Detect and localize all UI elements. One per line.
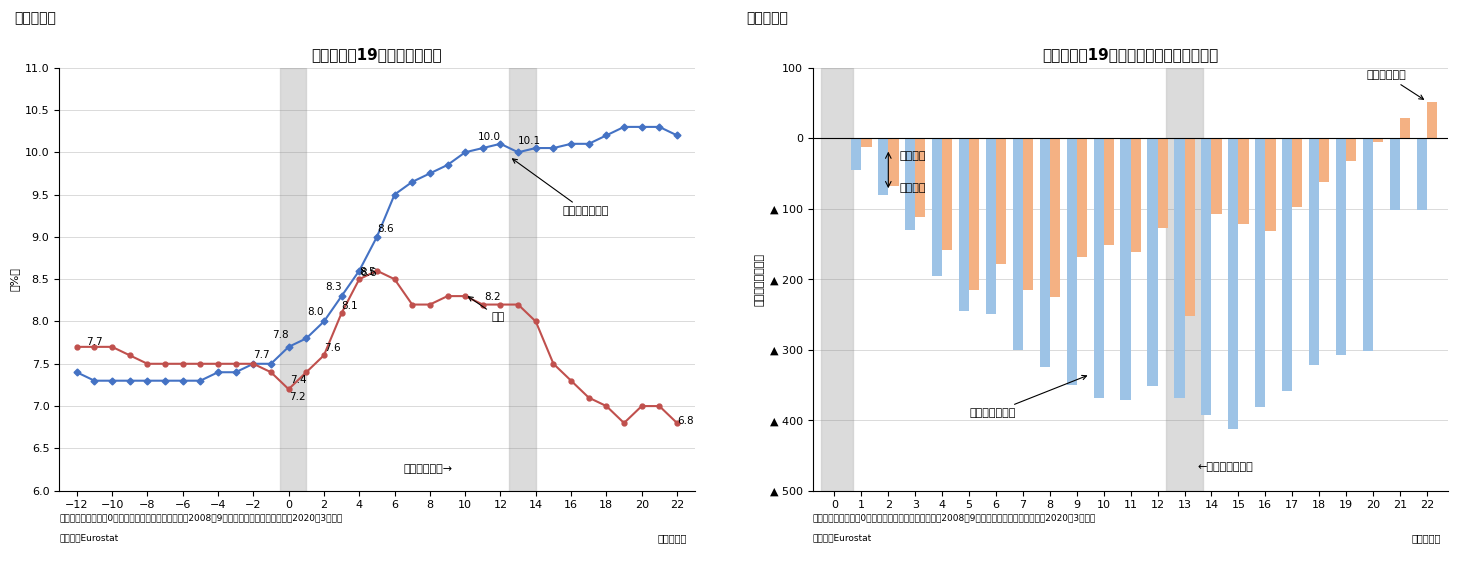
Bar	[959, 138, 970, 311]
Bar	[888, 138, 899, 186]
Text: 7.7: 7.7	[253, 350, 270, 360]
Bar	[1346, 138, 1357, 161]
Bar	[1400, 118, 1410, 138]
Bar	[986, 138, 996, 315]
Text: 7.8: 7.8	[272, 330, 288, 340]
Bar	[1120, 138, 1131, 400]
Bar	[915, 138, 925, 217]
Text: （経過月）: （経過月）	[658, 533, 687, 543]
Bar	[820, 68, 853, 491]
Bar	[970, 138, 980, 290]
Bar	[510, 68, 535, 491]
Bar	[1049, 138, 1060, 297]
Text: 8.3: 8.3	[325, 282, 341, 292]
Bar	[1094, 138, 1104, 398]
Bar	[1228, 138, 1239, 429]
Bar	[1147, 138, 1157, 386]
Bar	[933, 138, 941, 276]
Bar	[1012, 138, 1023, 350]
Bar	[1175, 138, 1184, 398]
Text: 8.5: 8.5	[359, 267, 375, 277]
Bar	[1067, 138, 1077, 385]
Text: （経過月）: （経過月）	[1411, 533, 1441, 543]
Bar	[996, 138, 1007, 264]
Text: ←　欧州債務危機: ← 欧州債務危機	[1199, 461, 1253, 472]
Bar	[862, 138, 872, 147]
Text: 7.4: 7.4	[290, 375, 306, 385]
Bar	[1310, 138, 1320, 365]
Bar	[1255, 138, 1265, 407]
Bar	[1265, 138, 1276, 231]
Text: 7.6: 7.6	[324, 343, 340, 353]
Text: （図表４）: （図表４）	[746, 11, 788, 25]
Text: 10.1: 10.1	[519, 135, 541, 146]
Bar	[1426, 102, 1437, 138]
Bar	[1239, 138, 1249, 224]
Bar	[1373, 138, 1383, 143]
Bar	[1212, 138, 1222, 214]
Bar	[1157, 138, 1168, 228]
Bar	[1202, 138, 1212, 415]
Text: 失業者減: 失業者減	[899, 151, 925, 161]
Text: 8.0: 8.0	[307, 307, 324, 317]
Y-axis label: （%）: （%）	[9, 267, 19, 291]
Bar	[1281, 138, 1292, 391]
Bar	[851, 138, 862, 170]
Bar	[905, 138, 915, 230]
Bar	[1320, 138, 1329, 182]
Text: （資料）Eurostat: （資料）Eurostat	[59, 533, 118, 542]
Bar	[1292, 138, 1302, 207]
Text: 失業者増: 失業者増	[899, 183, 925, 192]
Text: （資料）Eurostat: （資料）Eurostat	[813, 533, 872, 542]
Text: 7.7: 7.7	[86, 337, 103, 347]
Bar	[1166, 68, 1203, 491]
Bar	[941, 138, 952, 250]
Text: 8.6: 8.6	[361, 268, 377, 278]
Text: 欧州債務危機→: 欧州債務危機→	[403, 464, 452, 474]
Text: （図表３）: （図表３）	[15, 11, 56, 25]
Text: 6.8: 6.8	[677, 416, 693, 426]
Bar	[1104, 138, 1114, 245]
Y-axis label: （基準差、万人）: （基準差、万人）	[754, 253, 764, 306]
Title: ユーロ圏（19か国）の累積失業者数変化: ユーロ圏（19か国）の累積失業者数変化	[1042, 47, 1219, 63]
Text: 世界金融危機時: 世界金融危機時	[970, 376, 1086, 418]
Bar	[1389, 138, 1400, 210]
Text: 8.2: 8.2	[483, 292, 501, 302]
Bar	[1131, 138, 1141, 253]
Bar	[1023, 138, 1033, 290]
Bar	[878, 138, 888, 195]
Text: （注）季節調整値、0は「リーマンブラザーズ破綻（2008年9月）」、「コロナショック（2020年3月）」: （注）季節調整値、0は「リーマンブラザーズ破綻（2008年9月）」、「コロナショ…	[59, 513, 343, 522]
Text: 8.6: 8.6	[377, 224, 393, 235]
Bar	[1363, 138, 1373, 351]
Text: 今回: 今回	[469, 297, 505, 322]
Text: 8.1: 8.1	[341, 301, 358, 311]
Text: 7.2: 7.2	[288, 391, 306, 402]
Title: ユーロ圏（19か国）の失業率: ユーロ圏（19か国）の失業率	[312, 47, 442, 63]
Bar	[1184, 138, 1194, 316]
Text: 10.0: 10.0	[477, 132, 501, 142]
Bar	[1039, 138, 1049, 367]
Bar	[1077, 138, 1086, 257]
Text: （注）季節調整値、0は「リーマンブラザーズ破綻（2008年9月）」、「コロナショック（2020年3月）」: （注）季節調整値、0は「リーマンブラザーズ破綻（2008年9月）」、「コロナショ…	[813, 513, 1097, 522]
Text: 世界金融危機時: 世界金融危機時	[513, 159, 609, 217]
Bar	[1417, 138, 1426, 210]
Text: コロナ危機時: コロナ危機時	[1367, 70, 1423, 99]
Bar	[1336, 138, 1346, 355]
Bar	[279, 68, 306, 491]
